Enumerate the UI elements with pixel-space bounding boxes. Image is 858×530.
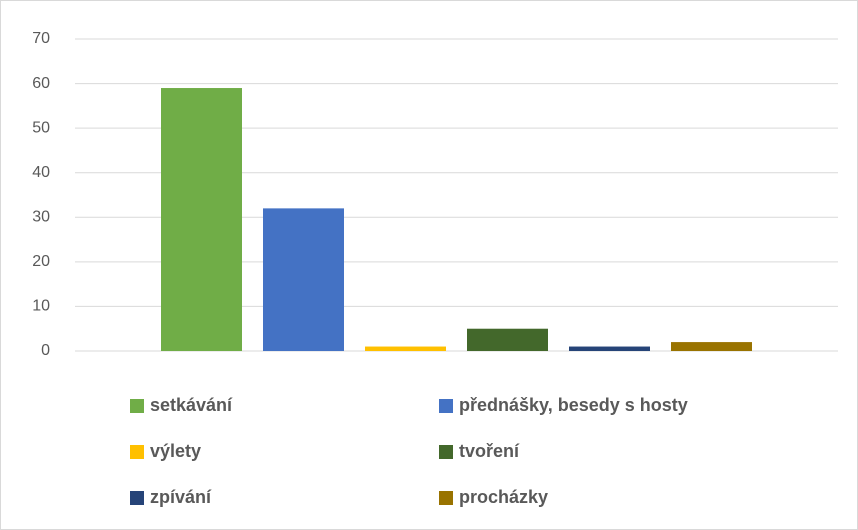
bar [671, 342, 752, 351]
legend-label: setkávání [150, 395, 233, 415]
legend-label: procházky [459, 487, 548, 507]
legend-swatch [439, 445, 453, 459]
y-tick-label: 0 [41, 342, 50, 359]
legend-swatch [439, 491, 453, 505]
y-tick-label: 50 [32, 119, 50, 136]
y-tick-label: 70 [32, 30, 50, 47]
bar [263, 208, 344, 351]
y-tick-label: 20 [32, 253, 50, 270]
bar [365, 346, 446, 351]
y-tick-label: 40 [32, 164, 50, 181]
legend-swatch [130, 399, 144, 413]
legend-label: zpívání [150, 487, 212, 507]
legend-swatch [130, 445, 144, 459]
legend-swatch [130, 491, 144, 505]
legend-label: tvoření [459, 441, 520, 461]
bar [569, 346, 650, 351]
bar [467, 328, 548, 351]
legend-swatch [439, 399, 453, 413]
legend-label: přednášky, besedy s hosty [459, 395, 688, 415]
y-tick-label: 30 [32, 209, 50, 226]
bar [161, 88, 242, 352]
legend-label: výlety [150, 441, 201, 461]
y-tick-label: 10 [32, 298, 50, 315]
y-tick-label: 60 [32, 75, 50, 92]
